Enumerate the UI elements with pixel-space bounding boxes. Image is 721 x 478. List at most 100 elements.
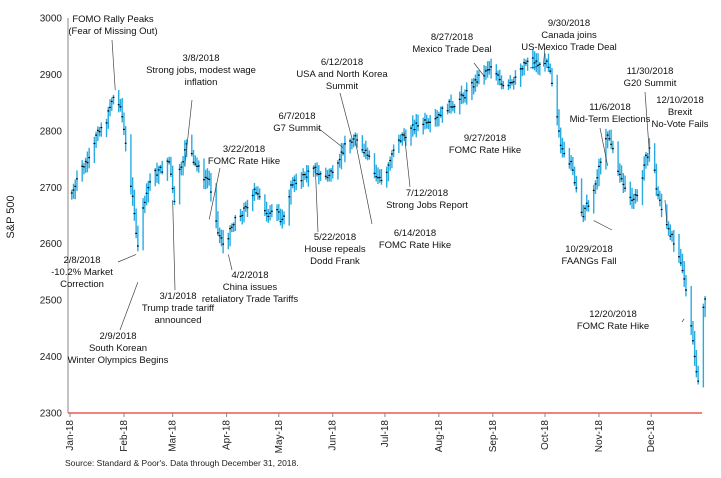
close-marker [316, 173, 318, 175]
close-marker [620, 178, 623, 180]
annotation-midterm-elections: 11/6/2018 Mid-Term Elections [570, 102, 651, 125]
close-marker [170, 173, 172, 175]
close-marker [488, 69, 491, 71]
annotation-line: Winter Olympics Begins [68, 355, 169, 366]
close-marker [401, 134, 404, 136]
close-marker [462, 95, 465, 97]
close-marker [424, 119, 426, 121]
close-marker [486, 69, 489, 71]
annotation-line: USA and North Korea [296, 69, 388, 80]
close-marker [277, 211, 280, 213]
annotation-line: House repeals [304, 244, 366, 255]
close-marker [592, 189, 595, 192]
close-marker [523, 62, 526, 64]
close-marker [234, 216, 237, 219]
close-markers [70, 57, 706, 382]
close-marker [227, 238, 230, 240]
annotation-line: Mexico Trade Deal [412, 44, 491, 55]
close-marker [533, 62, 536, 64]
close-marker [436, 116, 439, 118]
close-marker [558, 130, 560, 132]
close-marker [265, 212, 268, 215]
close-marker [387, 164, 390, 166]
x-tick-label: Oct-18 [540, 420, 551, 450]
annotation-line: 2/8/2018 [64, 255, 101, 266]
close-marker [580, 211, 583, 213]
y-tick-label: 2900 [40, 70, 63, 81]
close-marker [185, 143, 188, 145]
close-marker [302, 174, 305, 176]
close-marker [145, 192, 148, 194]
close-marker [671, 233, 673, 236]
close-marker [632, 198, 635, 200]
close-marker [276, 209, 278, 211]
annotation-fomc-june: 6/14/2018 FOMC Rate Hike [379, 228, 451, 251]
close-marker [168, 161, 171, 163]
close-marker [84, 160, 87, 163]
annotation-line: FOMC Rate Hike [577, 321, 649, 332]
close-marker [70, 192, 73, 194]
close-marker [130, 185, 132, 187]
x-tick-label: Jun-18 [328, 420, 339, 451]
close-marker [584, 207, 586, 209]
close-marker [295, 182, 298, 185]
annotation-korea-summit: 6/12/2018 USA and North Korea Summit [296, 57, 388, 92]
close-marker [606, 134, 609, 136]
close-marker [608, 138, 611, 140]
close-marker [631, 199, 633, 201]
close-marker [215, 220, 218, 222]
close-marker [100, 126, 103, 129]
annotation-line: Correction [60, 279, 104, 290]
annotations: FOMO Rally Peaks (Fear of Missing Out) 2/8… [51, 14, 709, 366]
close-marker [399, 140, 402, 142]
close-marker [244, 205, 247, 208]
annotation-strong-jobs-july: 7/12/2018 Strong Jobs Report [386, 188, 468, 211]
close-marker [105, 122, 108, 124]
close-marker [257, 193, 259, 195]
close-marker [377, 177, 379, 179]
annotation-leader [317, 127, 344, 149]
annotation-brexit-vote: 12/10/2018 Brexit No-Vote Fails [651, 95, 708, 130]
close-marker [465, 90, 468, 92]
close-marker [337, 162, 339, 164]
close-marker [182, 161, 184, 163]
close-marker [453, 105, 456, 108]
close-marker [549, 70, 552, 72]
close-marker [312, 167, 315, 169]
close-marker [288, 196, 291, 198]
close-marker [622, 183, 625, 186]
close-marker [326, 176, 329, 179]
close-marker [512, 81, 515, 83]
close-marker [429, 121, 432, 123]
annotation-line: FOMC Rate Hike [208, 156, 280, 167]
y-tick-label: 2400 [40, 352, 63, 363]
close-marker [497, 74, 499, 76]
close-marker [648, 147, 651, 149]
x-tick-label: Mar-18 [168, 420, 179, 452]
annotation-leaders [111, 39, 685, 331]
close-marker [605, 138, 607, 140]
annotation-leader [339, 92, 353, 139]
close-marker [460, 94, 463, 96]
close-marker [657, 194, 660, 196]
close-marker [655, 188, 658, 190]
annotation-line: Trump trade tariff [142, 303, 215, 314]
annotation-line: inflation [185, 77, 218, 88]
close-marker [509, 82, 512, 84]
close-marker [304, 173, 306, 176]
close-marker [269, 212, 271, 214]
close-marker [368, 155, 371, 157]
close-marker [338, 158, 341, 161]
close-marker [598, 165, 600, 167]
close-marker [159, 166, 162, 168]
close-marker [263, 210, 266, 212]
annotation-leader [314, 168, 319, 233]
close-marker [535, 60, 538, 62]
close-marker [434, 118, 437, 120]
x-tick-label: Aug-18 [434, 420, 445, 453]
annotation-leader [184, 99, 193, 166]
annotation-line: FOMO Rally Peaks [72, 14, 154, 25]
close-marker [563, 152, 566, 155]
annotation-line: FOMC Rate Hike [449, 145, 521, 156]
close-marker [166, 160, 169, 162]
